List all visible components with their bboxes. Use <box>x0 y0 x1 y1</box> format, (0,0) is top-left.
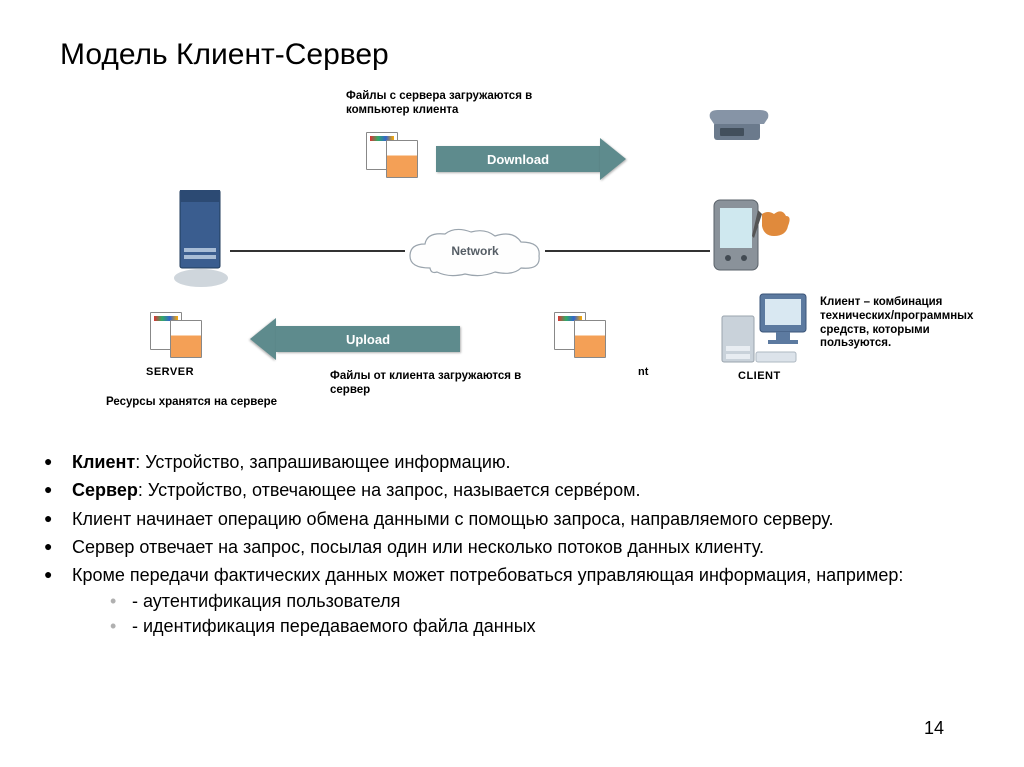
network-cloud: Network <box>405 228 545 278</box>
client-label: CLIENT <box>738 370 781 382</box>
network-label: Network <box>405 244 545 258</box>
upload-arrow-label: Upload <box>346 332 390 347</box>
files-icon-download <box>366 132 426 177</box>
bullet-section: Клиент: Устройство, запрашивающее информ… <box>40 450 940 642</box>
download-arrow: Download <box>436 138 626 180</box>
hand-stylus-icon <box>752 206 792 242</box>
bullet-item: Клиент: Устройство, запрашивающее информ… <box>40 450 940 474</box>
bullet-item: Сервер отвечает на запрос, посылая один … <box>40 535 940 559</box>
line-network-client <box>545 250 710 252</box>
upload-caption: Файлы от клиента загружаются в сервер <box>330 370 540 398</box>
page-number: 14 <box>924 718 944 739</box>
download-caption: Файлы с сервера загружаются в компьютер … <box>346 90 556 118</box>
download-arrow-label: Download <box>487 152 549 167</box>
files-icon-client <box>554 312 614 357</box>
bullet-item: Сервер: Устройство, отвечающее на запрос… <box>40 478 940 502</box>
client-server-diagram: Файлы с сервера загружаются в компьютер … <box>0 90 1024 420</box>
page-title: Модель Клиент-Сервер <box>60 38 389 72</box>
files-icon-server <box>150 312 210 357</box>
bullet-item: Кроме передачи фактических данных может … <box>40 563 940 638</box>
sub-bullet-item: - идентификация передаваемого файла данн… <box>72 614 940 638</box>
server-caption: Ресурсы хранятся на сервере <box>106 396 326 410</box>
server-label: SERVER <box>146 366 194 378</box>
server-icon <box>172 190 230 290</box>
client-caption: Клиент – комбинация технических/программ… <box>820 296 984 351</box>
bullet-item: Клиент начинает операцию обмена данными … <box>40 507 940 531</box>
sub-bullet-item: - аутентификация пользователя <box>72 589 940 613</box>
client-label-fragment: nt <box>638 366 648 378</box>
upload-arrow: Upload <box>250 318 460 360</box>
line-server-network <box>230 250 405 252</box>
phone-icon <box>706 104 776 144</box>
client-pc-icon <box>720 290 810 370</box>
